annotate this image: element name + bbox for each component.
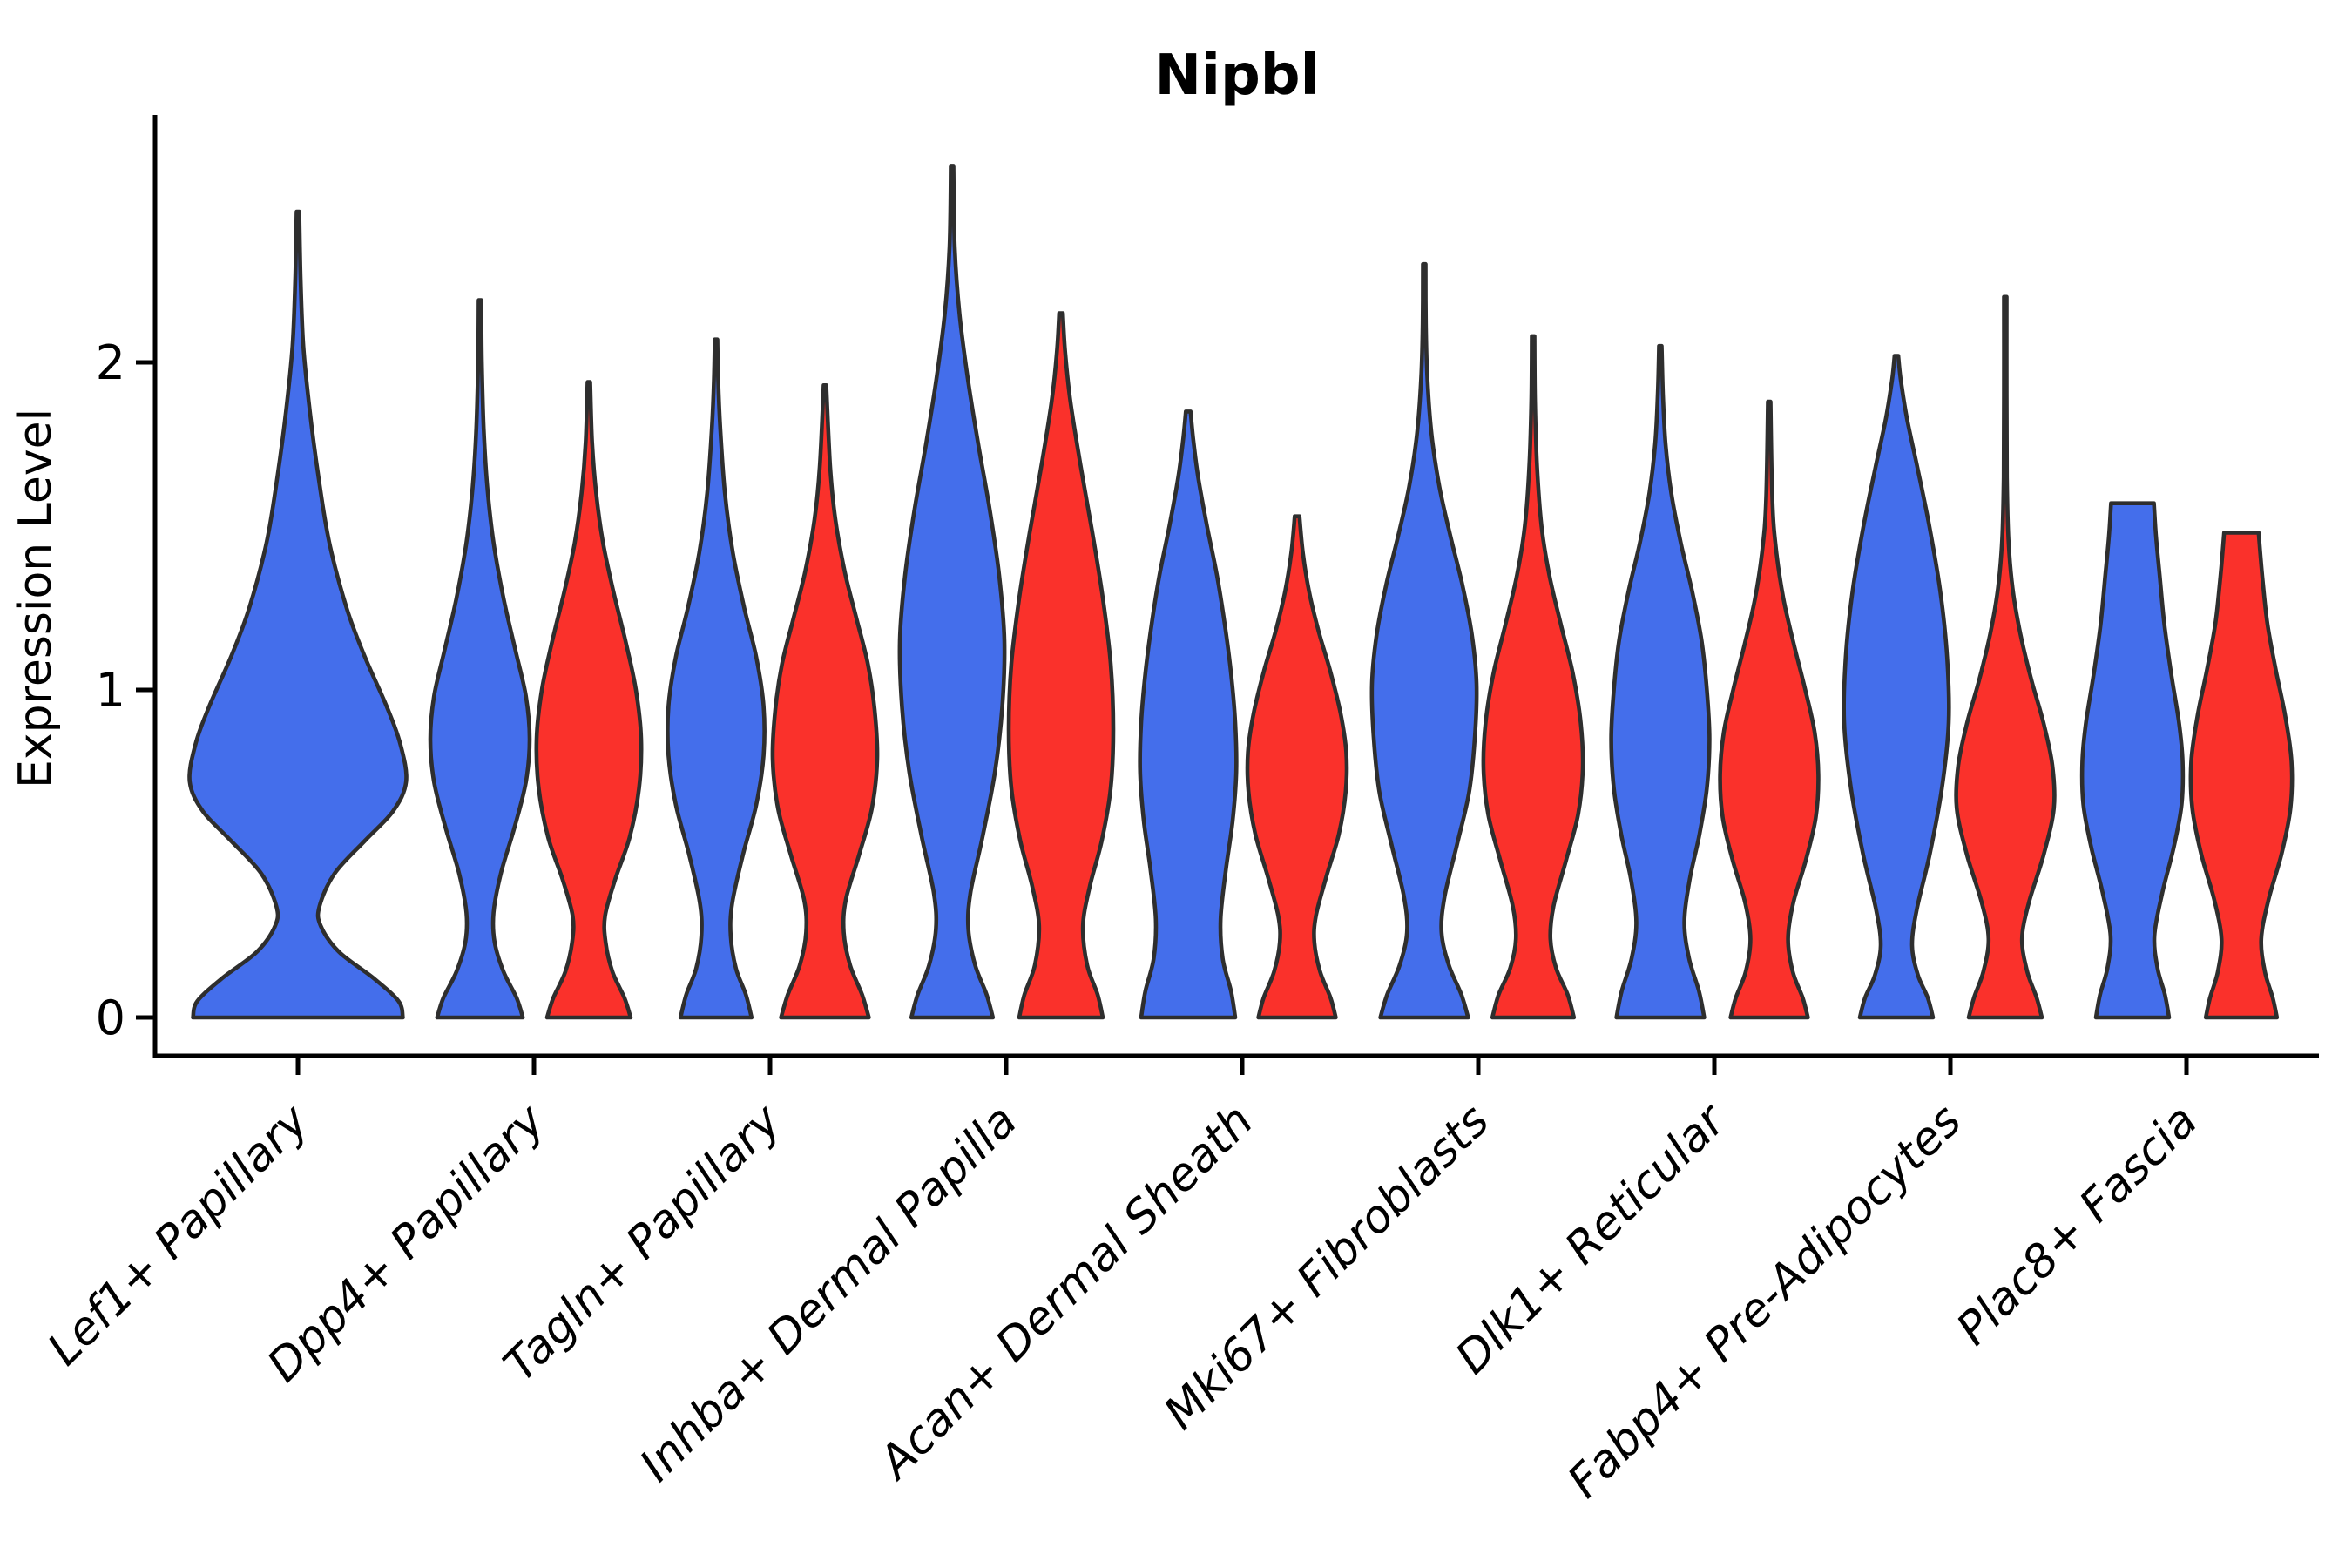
x-category-label-7: Fabp4+ Pre-Adipocytes: [1558, 1095, 1972, 1509]
violin-blue-6: [1609, 343, 1712, 1020]
x-ticks-layer: [295, 1056, 2189, 1075]
y-axis-label: Expression Level: [10, 409, 62, 788]
violin-red-3: [1006, 311, 1116, 1020]
x-category-label-4: Acan+ Dermal Sheath: [868, 1095, 1263, 1490]
violin-blue-8: [2079, 501, 2186, 1020]
x-category-label-8: Plac8+ Fascia: [1947, 1095, 2207, 1355]
violin-blue-3: [897, 164, 1007, 1020]
violin-blue-5: [1369, 261, 1479, 1020]
violin-blue-2: [666, 337, 767, 1020]
chart-title: Nipbl: [1154, 44, 1319, 108]
violin-blue-4: [1138, 409, 1239, 1020]
violin-red-1: [534, 380, 644, 1020]
violin-blue-0: [187, 209, 409, 1020]
violin-red-7: [1954, 294, 2057, 1020]
violin-red-8: [2188, 531, 2295, 1020]
violin-blue-1: [428, 298, 532, 1020]
violin-red-5: [1481, 334, 1585, 1020]
y-tick-label-1: 1: [96, 663, 125, 718]
violin-red-4: [1245, 514, 1349, 1020]
violin-red-6: [1718, 399, 1821, 1020]
x-category-label-0: Lef1+ Papillary: [38, 1094, 320, 1375]
x-category-label-3: Inhba+ Dermal Papilla: [630, 1095, 1027, 1492]
violins-layer: [187, 164, 2295, 1020]
violin-red-2: [770, 383, 880, 1020]
y-tick-label-0: 0: [96, 990, 125, 1045]
y-tick-label-2: 2: [96, 335, 125, 390]
violin-blue-7: [1842, 354, 1951, 1020]
